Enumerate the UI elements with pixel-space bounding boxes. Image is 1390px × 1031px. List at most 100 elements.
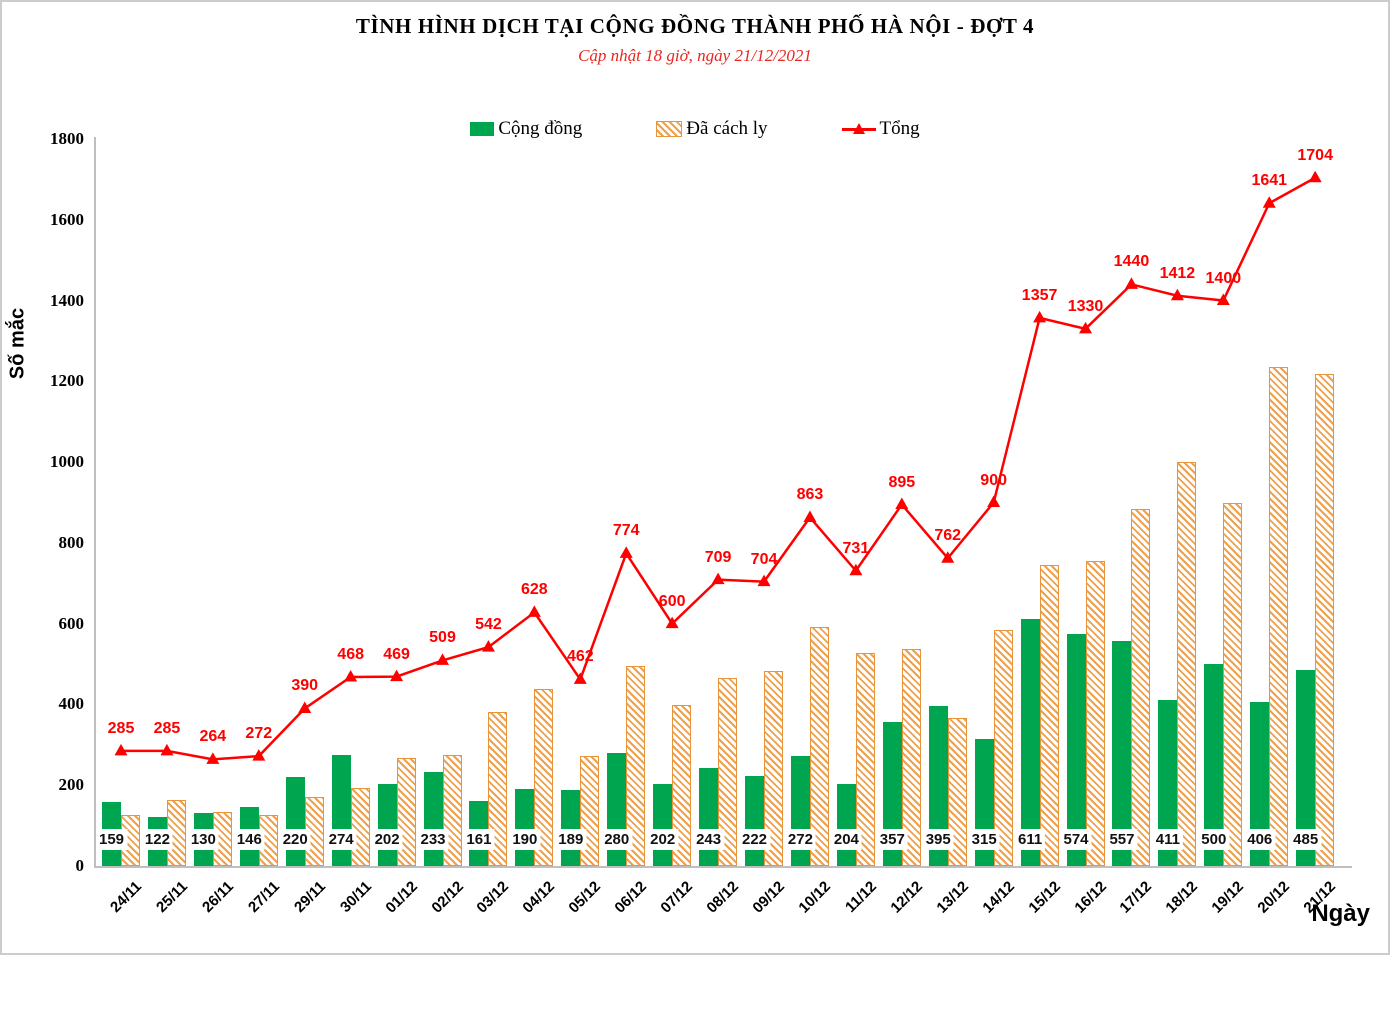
- bar-value-label: 611: [1014, 829, 1046, 850]
- bar-cong-dong: [377, 784, 397, 866]
- bar-value-label: 557: [1106, 829, 1138, 850]
- line-value-label: 285: [153, 719, 181, 737]
- triangle-marker-icon: [1124, 277, 1138, 289]
- bar-value-label: 574: [1060, 829, 1092, 850]
- triangle-marker-icon: [298, 701, 312, 713]
- line-value-label: 469: [383, 645, 410, 663]
- triangle-marker-icon: [1308, 170, 1322, 183]
- triangle-marker-icon: [160, 743, 174, 756]
- triangle-marker-icon: [665, 616, 679, 629]
- triangle-marker-icon: [711, 572, 725, 585]
- triangle-marker-icon: [114, 743, 128, 756]
- triangle-marker-icon: [803, 510, 817, 522]
- line-value-label: 900: [980, 471, 1008, 489]
- triangle-marker-icon: [252, 749, 266, 761]
- line-value-label: 1440: [1113, 253, 1150, 271]
- bar-value-label: 130: [187, 829, 219, 850]
- line-value-label: 462: [566, 648, 594, 666]
- bar-value-label: 243: [693, 829, 725, 850]
- y-tick-label: 600: [58, 613, 85, 633]
- bar-value-label: 146: [233, 829, 265, 850]
- line-value-label: 600: [658, 592, 686, 610]
- y-tick-label: 1800: [50, 129, 84, 148]
- legend-item-tong: Tổng: [841, 118, 920, 140]
- line-value-label: 704: [750, 550, 778, 568]
- triangle-marker-icon: [390, 669, 404, 682]
- y-tick-label: 400: [58, 694, 85, 714]
- line-value-label: 1330: [1067, 297, 1104, 315]
- bar-value-label: 204: [830, 829, 862, 850]
- bar-cong-dong: [515, 789, 535, 866]
- y-tick-label: 1600: [50, 209, 84, 229]
- line-value-label: 468: [337, 645, 364, 663]
- y-tick-label: 1400: [50, 290, 84, 310]
- triangle-marker-icon: [527, 605, 541, 617]
- line-value-label: 1412: [1159, 264, 1196, 282]
- triangle-marker-icon: [481, 640, 495, 652]
- triangle-marker-icon: [344, 669, 358, 682]
- bar-value-label: 233: [417, 829, 449, 850]
- bar-value-label: 190: [509, 829, 541, 850]
- line-value-label: 390: [291, 677, 319, 695]
- line-value-label: 1357: [1021, 286, 1058, 304]
- bar-da-cach-ly: [350, 787, 370, 866]
- chart-subtitle: Cập nhật 18 giờ, ngày 21/12/2021: [578, 46, 812, 65]
- bar-value-label: 272: [784, 829, 816, 850]
- bar-value-label: 280: [601, 829, 633, 850]
- green-bar-swatch-icon: [470, 122, 495, 136]
- y-tick-label: 800: [58, 532, 85, 552]
- bar-cong-dong: [285, 777, 305, 866]
- line-value-label: 1704: [1297, 146, 1333, 164]
- y-tick-label: 1000: [50, 452, 84, 472]
- triangle-marker-icon: [849, 563, 863, 576]
- line-value-label: 709: [704, 548, 732, 566]
- plot-area: Số mắc Ngày 0 200 400 600 800 1000 1200 1400 160…: [2, 2, 1390, 957]
- bar-value-label: 202: [371, 829, 403, 850]
- line-value-label: 895: [888, 473, 916, 491]
- x-axis-title: Ngày: [1311, 900, 1370, 927]
- line-value-label: 1400: [1205, 269, 1242, 287]
- bar-cong-dong: [745, 776, 765, 866]
- bar-value-label: 274: [325, 829, 357, 850]
- chart-title: TÌNH HÌNH DỊCH TẠI CỘNG ĐỒNG THÀNH PHỐ H…: [355, 14, 1035, 38]
- line-value-label: 628: [521, 581, 548, 599]
- bar-value-label: 357: [876, 829, 908, 850]
- bar-da-cach-ly: [1177, 461, 1197, 866]
- line-value-label: 731: [842, 539, 870, 557]
- bar-value-label: 220: [279, 829, 311, 850]
- y-tick-label: 1200: [50, 371, 84, 391]
- bar-da-cach-ly: [1131, 509, 1151, 866]
- chart-page: { "chart_data": { "type": "bar", "title"…: [0, 0, 1390, 955]
- triangle-marker-icon: [1033, 310, 1047, 323]
- line-value-label: 774: [612, 522, 640, 540]
- bar-value-label: 189: [555, 829, 587, 850]
- legend-label-cong-dong: Cộng đồng: [498, 118, 583, 139]
- bar-da-cach-ly: [1269, 367, 1289, 866]
- bar-da-cach-ly: [1315, 373, 1335, 866]
- bar-da-cach-ly: [1223, 502, 1243, 866]
- triangle-marker-icon: [757, 574, 771, 587]
- bar-value-label: 315: [968, 829, 1000, 850]
- bar-value-label: 395: [922, 829, 954, 850]
- y-tick-label: 0: [75, 856, 85, 875]
- triangle-marker-icon: [895, 497, 909, 510]
- triangle-marker-icon: [619, 546, 633, 558]
- bar-value-label: 122: [141, 829, 173, 850]
- bar-value-label: 500: [1198, 829, 1230, 850]
- hatched-bar-swatch-icon: [656, 121, 683, 137]
- triangle-marker-icon: [436, 653, 450, 665]
- bar-cong-dong: [836, 783, 856, 866]
- triangle-marker-icon: [1079, 321, 1093, 334]
- y-axis-title: Số mắc: [6, 307, 29, 380]
- line-value-label: 264: [199, 728, 227, 746]
- legend: Cộng đồng Đã cách ly Tổng: [2, 118, 1388, 140]
- y-tick-label: 200: [58, 775, 85, 795]
- bar-value-label: 222: [739, 829, 771, 850]
- bar-cong-dong: [423, 771, 443, 866]
- triangle-marker-icon: [573, 672, 587, 684]
- line-value-label: 1641: [1251, 172, 1288, 190]
- triangle-marker-icon: [987, 495, 1001, 507]
- line-value-label: 509: [429, 629, 456, 647]
- bar-value-label: 406: [1244, 829, 1276, 850]
- line-value-label: 542: [475, 616, 502, 634]
